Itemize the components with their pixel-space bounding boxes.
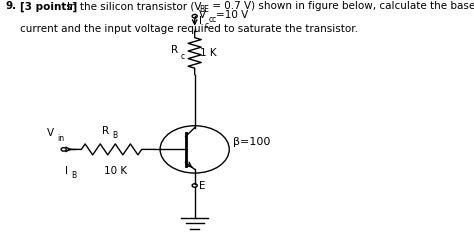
- Text: I: I: [199, 16, 202, 26]
- Text: BE: BE: [200, 5, 210, 14]
- Text: = 0.7 V) shown in figure below, calculate the base: = 0.7 V) shown in figure below, calculat…: [209, 1, 474, 11]
- Text: B: B: [112, 131, 118, 140]
- Text: In the silicon transistor (V: In the silicon transistor (V: [67, 1, 202, 11]
- Text: [3 points]: [3 points]: [20, 1, 77, 11]
- Text: V: V: [47, 128, 55, 138]
- Text: current and the input voltage required to saturate the transistor.: current and the input voltage required t…: [20, 24, 358, 34]
- Text: I: I: [65, 166, 69, 176]
- Text: β=100: β=100: [233, 137, 270, 147]
- Text: in: in: [57, 134, 64, 143]
- Text: R: R: [102, 126, 109, 136]
- Text: R: R: [171, 45, 178, 56]
- Text: 9.: 9.: [6, 1, 17, 11]
- Text: 1 K: 1 K: [201, 48, 217, 58]
- Text: =10 V: =10 V: [216, 10, 248, 20]
- Text: B: B: [71, 171, 76, 180]
- Text: V: V: [199, 10, 206, 20]
- Text: 10 K: 10 K: [104, 166, 128, 176]
- Text: c: c: [204, 21, 208, 30]
- Text: cc: cc: [209, 15, 217, 24]
- Text: c: c: [181, 52, 185, 61]
- Text: E: E: [199, 181, 206, 190]
